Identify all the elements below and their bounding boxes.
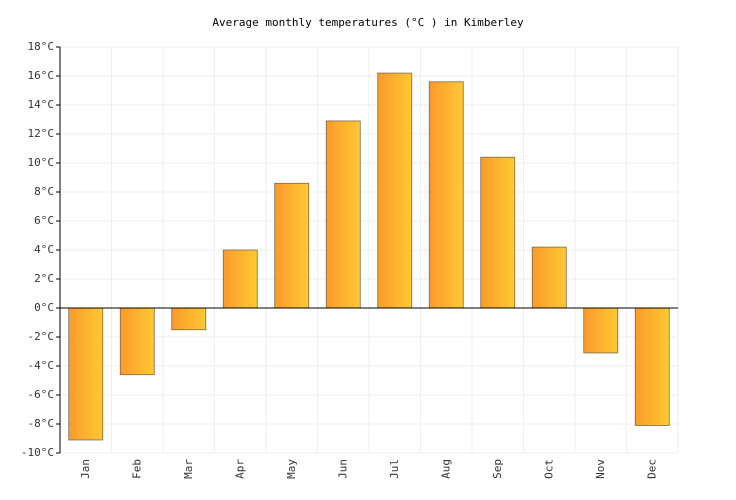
- x-tick-label: Jan: [79, 459, 92, 479]
- y-tick-label: 18°C: [28, 40, 55, 53]
- y-tick-label: 2°C: [34, 272, 54, 285]
- x-tick-label: Mar: [182, 459, 195, 479]
- y-tick-label: -4°C: [28, 359, 55, 372]
- y-tick-label: 4°C: [34, 243, 54, 256]
- x-tick-label: Apr: [233, 459, 246, 479]
- y-tick-label: 10°C: [28, 156, 55, 169]
- x-tick-label: Dec: [645, 459, 658, 479]
- y-tick-label: -10°C: [21, 446, 54, 459]
- bar: [68, 307, 104, 441]
- bar: [428, 81, 464, 309]
- bar: [531, 246, 567, 309]
- chart-title: Average monthly temperatures (°C ) in Ki…: [212, 16, 524, 29]
- y-tick-label: 8°C: [34, 185, 54, 198]
- bar: [583, 307, 619, 354]
- y-tick-label: 14°C: [28, 98, 55, 111]
- x-tick-label: May: [285, 459, 298, 479]
- x-tick-label: Jun: [336, 459, 349, 479]
- y-tick-label: 16°C: [28, 69, 55, 82]
- y-tick-label: 12°C: [28, 127, 55, 140]
- x-tick-label: Nov: [594, 459, 607, 479]
- y-tick-label: -8°C: [28, 417, 55, 430]
- bar: [171, 307, 207, 331]
- bar: [222, 249, 258, 309]
- bar: [274, 182, 310, 309]
- y-tick-label: 6°C: [34, 214, 54, 227]
- y-tick-label: 0°C: [34, 301, 54, 314]
- x-tick-label: Feb: [130, 459, 143, 479]
- x-tick-label: Oct: [542, 459, 555, 479]
- bar: [480, 156, 516, 309]
- bar: [634, 307, 670, 426]
- bar: [325, 120, 361, 309]
- x-tick-label: Sep: [491, 459, 504, 479]
- y-tick-label: -6°C: [28, 388, 55, 401]
- bar: [377, 72, 413, 309]
- y-tick-label: -2°C: [28, 330, 55, 343]
- x-tick-label: Jul: [388, 459, 401, 479]
- bar: [119, 307, 155, 376]
- x-tick-label: Aug: [439, 459, 452, 479]
